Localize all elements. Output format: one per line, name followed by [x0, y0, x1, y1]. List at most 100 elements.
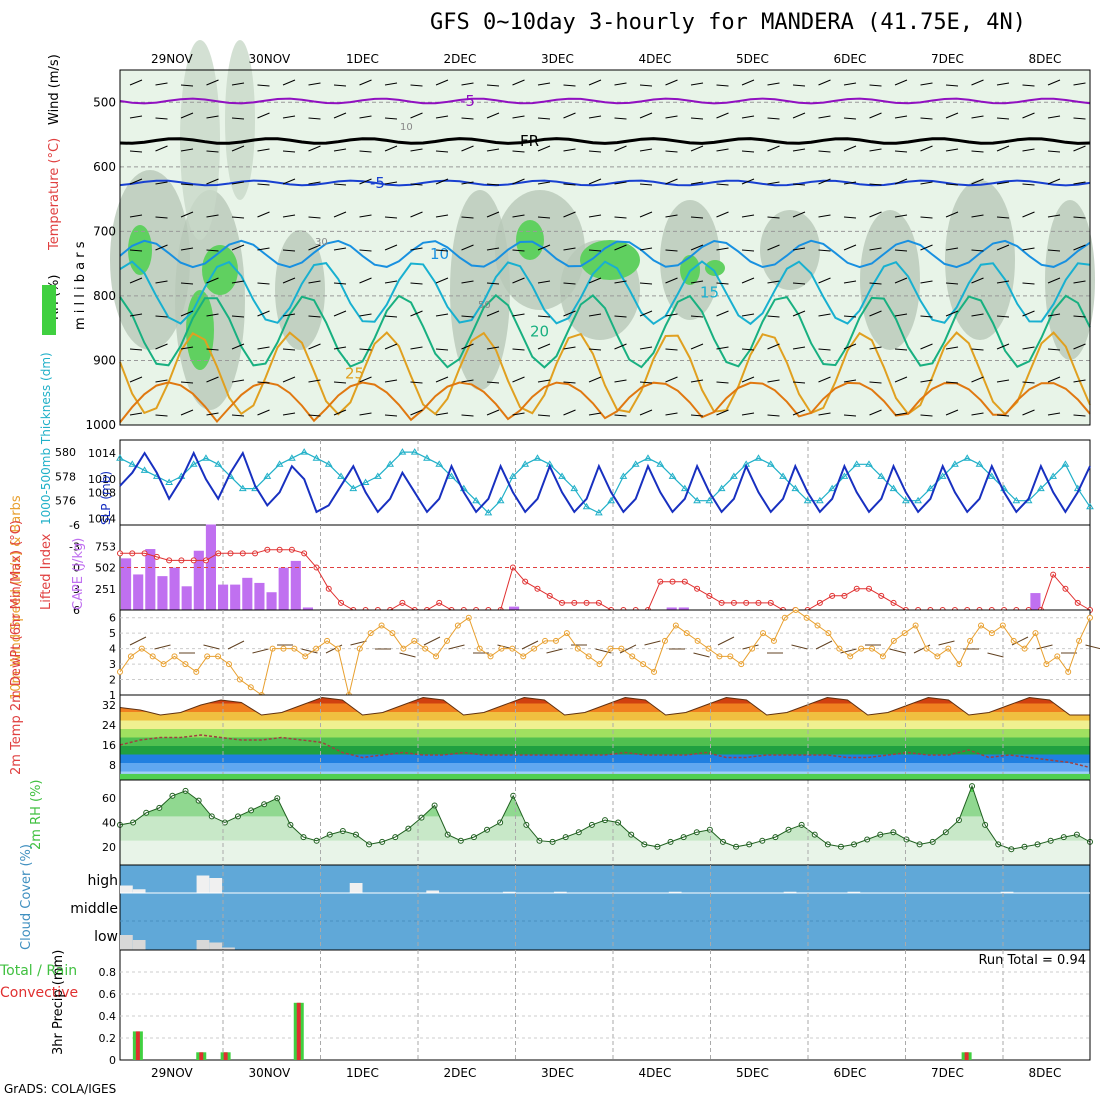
wind-barb	[252, 648, 269, 654]
wind-barb	[843, 216, 857, 219]
wind-barb	[435, 115, 449, 119]
wind-barb	[282, 115, 296, 119]
wind-barb	[920, 414, 933, 417]
wind-barb	[945, 409, 959, 416]
wind-barb	[435, 277, 449, 284]
wind-barb	[614, 82, 627, 86]
cloud-level-label: middle	[70, 901, 118, 917]
wind-barb	[180, 247, 194, 251]
y-tick-label: 1	[109, 689, 116, 702]
wind-barb	[359, 214, 372, 218]
wind-barb	[537, 280, 551, 284]
wind-barb	[333, 148, 347, 152]
rh-area	[1045, 200, 1095, 360]
axis-label-group: Lifted Index	[39, 533, 54, 610]
data-point	[496, 496, 505, 504]
cloud-level-label: low	[94, 929, 118, 945]
isotherm-line	[119, 331, 1091, 416]
wind-barb	[792, 346, 806, 350]
wind-barb	[690, 379, 704, 383]
data-point	[938, 472, 947, 479]
wind-barb	[840, 648, 857, 654]
x-tick-label: 1DEC	[346, 52, 379, 66]
wind-barb	[129, 115, 143, 119]
wind-barb	[716, 112, 729, 119]
wind-barb	[512, 348, 525, 351]
wind-barb	[1022, 282, 1035, 285]
wind-barb	[512, 150, 525, 153]
wind-barb	[741, 376, 755, 383]
wind-barb	[588, 79, 602, 86]
y-tick-label: 576	[55, 495, 76, 508]
x-tick-label: 6DEC	[834, 1066, 867, 1080]
wind-speed-line	[119, 609, 1091, 696]
wind-barb	[741, 115, 755, 119]
cape-bar	[666, 607, 677, 610]
wind-barb	[1022, 381, 1035, 384]
wind-barb	[690, 414, 704, 417]
wind-barb	[180, 148, 194, 152]
wind-barb	[384, 216, 398, 219]
wind-barb	[563, 310, 576, 317]
x-tick-label: 3DEC	[541, 1066, 574, 1080]
wind-barb	[588, 412, 602, 416]
wind-barb	[461, 117, 474, 120]
isotherm-label: 25	[345, 364, 364, 382]
isotherm-label: 10	[430, 245, 449, 263]
wind-barb	[282, 79, 296, 86]
wind-barb	[129, 214, 143, 218]
wind-barb	[614, 244, 627, 251]
wind-barb	[563, 381, 576, 384]
wind-barb	[987, 652, 1004, 658]
wind-barb	[282, 348, 296, 351]
x-tick-label: 7DEC	[931, 52, 964, 66]
data-point	[791, 484, 800, 492]
wind-barb	[665, 79, 678, 86]
wind-barb	[639, 247, 653, 251]
wind-barb	[741, 214, 755, 218]
wind-barb	[155, 280, 168, 284]
y-tick-label: 1000	[85, 418, 116, 432]
wind-barb	[537, 145, 551, 152]
x-tick-label: 8DEC	[1029, 52, 1062, 66]
wind-barb	[231, 82, 245, 86]
wind-barb	[639, 84, 653, 87]
wind-barb	[206, 115, 219, 119]
wind-barb	[614, 280, 627, 284]
wind-barb	[333, 84, 347, 87]
wind-barb	[384, 280, 398, 284]
wind-barb	[792, 282, 806, 285]
wind-barb	[206, 249, 219, 252]
y-tick-label: 1014	[88, 447, 116, 460]
wind-barb	[815, 640, 833, 650]
wind-barb	[716, 381, 729, 384]
lifted-label: Lifted Index	[39, 533, 54, 610]
wind-barb	[894, 214, 908, 218]
data-point	[447, 472, 456, 479]
x-tick-label: 30NOV	[249, 52, 291, 66]
wind-barb	[665, 178, 678, 185]
axis-label-group: 3hr Precip (mm)	[51, 950, 66, 1055]
high-cloud-bar	[349, 883, 363, 893]
wind-barb	[894, 150, 908, 153]
wind-barb	[767, 181, 780, 185]
y-tick-label: -3	[69, 540, 80, 553]
wind-barb	[971, 376, 984, 383]
cape-bar	[290, 560, 301, 610]
y-tick-label: 0.6	[99, 988, 117, 1001]
wind-barb	[792, 409, 806, 416]
wind-barb	[129, 412, 143, 416]
wind-barb	[282, 150, 296, 153]
temperature-label: Temperature (°C)	[47, 138, 62, 251]
wind-barb	[231, 216, 245, 219]
wind-barb	[257, 183, 270, 186]
data-point	[926, 484, 935, 492]
wind-barb	[486, 310, 500, 317]
wind-barb	[690, 343, 704, 350]
rh-legend-swatch	[42, 285, 56, 335]
wind-barb	[203, 644, 220, 650]
wind-barb	[129, 79, 143, 86]
wind-barb	[423, 636, 441, 646]
wind-barb	[563, 409, 576, 416]
